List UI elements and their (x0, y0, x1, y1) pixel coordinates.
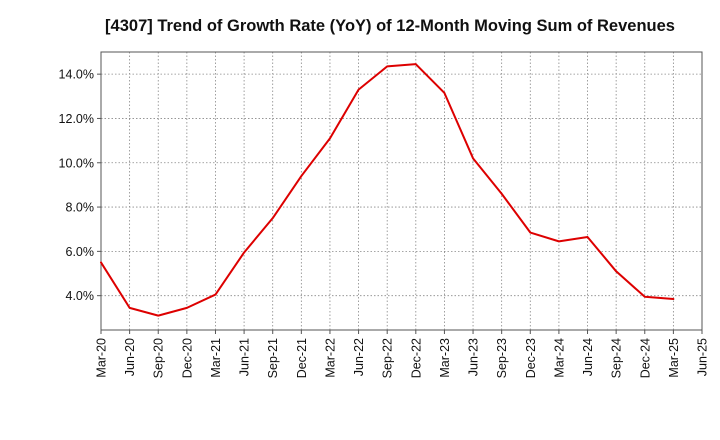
x-tick-label: Mar-23 (438, 338, 452, 378)
plot-area (101, 52, 702, 330)
x-tick-label: Jun-23 (467, 338, 481, 376)
y-tick-label: 6.0% (66, 245, 95, 259)
x-tick-label: Jun-24 (581, 338, 595, 376)
x-tick-label: Jun-22 (352, 338, 366, 376)
x-tick-label: Sep-24 (610, 338, 624, 378)
grid-lines (101, 52, 702, 330)
x-tick-label: Dec-23 (524, 338, 538, 378)
plot-frame (100, 51, 703, 331)
x-axis: Mar-20 Jun-20 Sep-20 Dec-20 Mar-21 Jun-21 Sep-… (95, 330, 710, 378)
x-tick-label: Mar-21 (209, 338, 223, 378)
y-tick-label: 10.0% (59, 156, 94, 170)
x-tick-label: Jun-20 (123, 338, 137, 376)
x-tick-label: Jun-25 (696, 338, 710, 376)
x-tick-label: Mar-25 (667, 338, 681, 378)
x-tick-label: Dec-24 (638, 338, 652, 378)
x-tick-label: Mar-24 (552, 338, 566, 378)
x-tick-label: Sep-22 (381, 338, 395, 378)
x-tick-label: Dec-22 (409, 338, 423, 378)
x-tick-label: Sep-23 (495, 338, 509, 378)
x-tick-label: Dec-21 (295, 338, 309, 378)
x-tick-label: Mar-20 (95, 338, 109, 378)
y-tick-label: 4.0% (66, 289, 95, 303)
x-tick-label: Jun-21 (238, 338, 252, 376)
x-tick-label: Dec-20 (180, 338, 194, 378)
y-tick-label: 12.0% (59, 112, 94, 126)
y-tick-label: 8.0% (66, 201, 95, 215)
x-tick-label: Sep-20 (152, 338, 166, 378)
chart-title: [4307] Trend of Growth Rate (YoY) of 12-… (105, 17, 675, 35)
y-tick-label: 14.0% (59, 68, 94, 82)
y-axis: 4.0% 6.0% 8.0% 10.0% 12.0% 14.0% (59, 68, 101, 303)
series-layer (100, 63, 675, 317)
series-line (100, 63, 675, 317)
x-tick-label: Sep-21 (266, 338, 280, 378)
x-tick-label: Mar-22 (323, 338, 337, 378)
